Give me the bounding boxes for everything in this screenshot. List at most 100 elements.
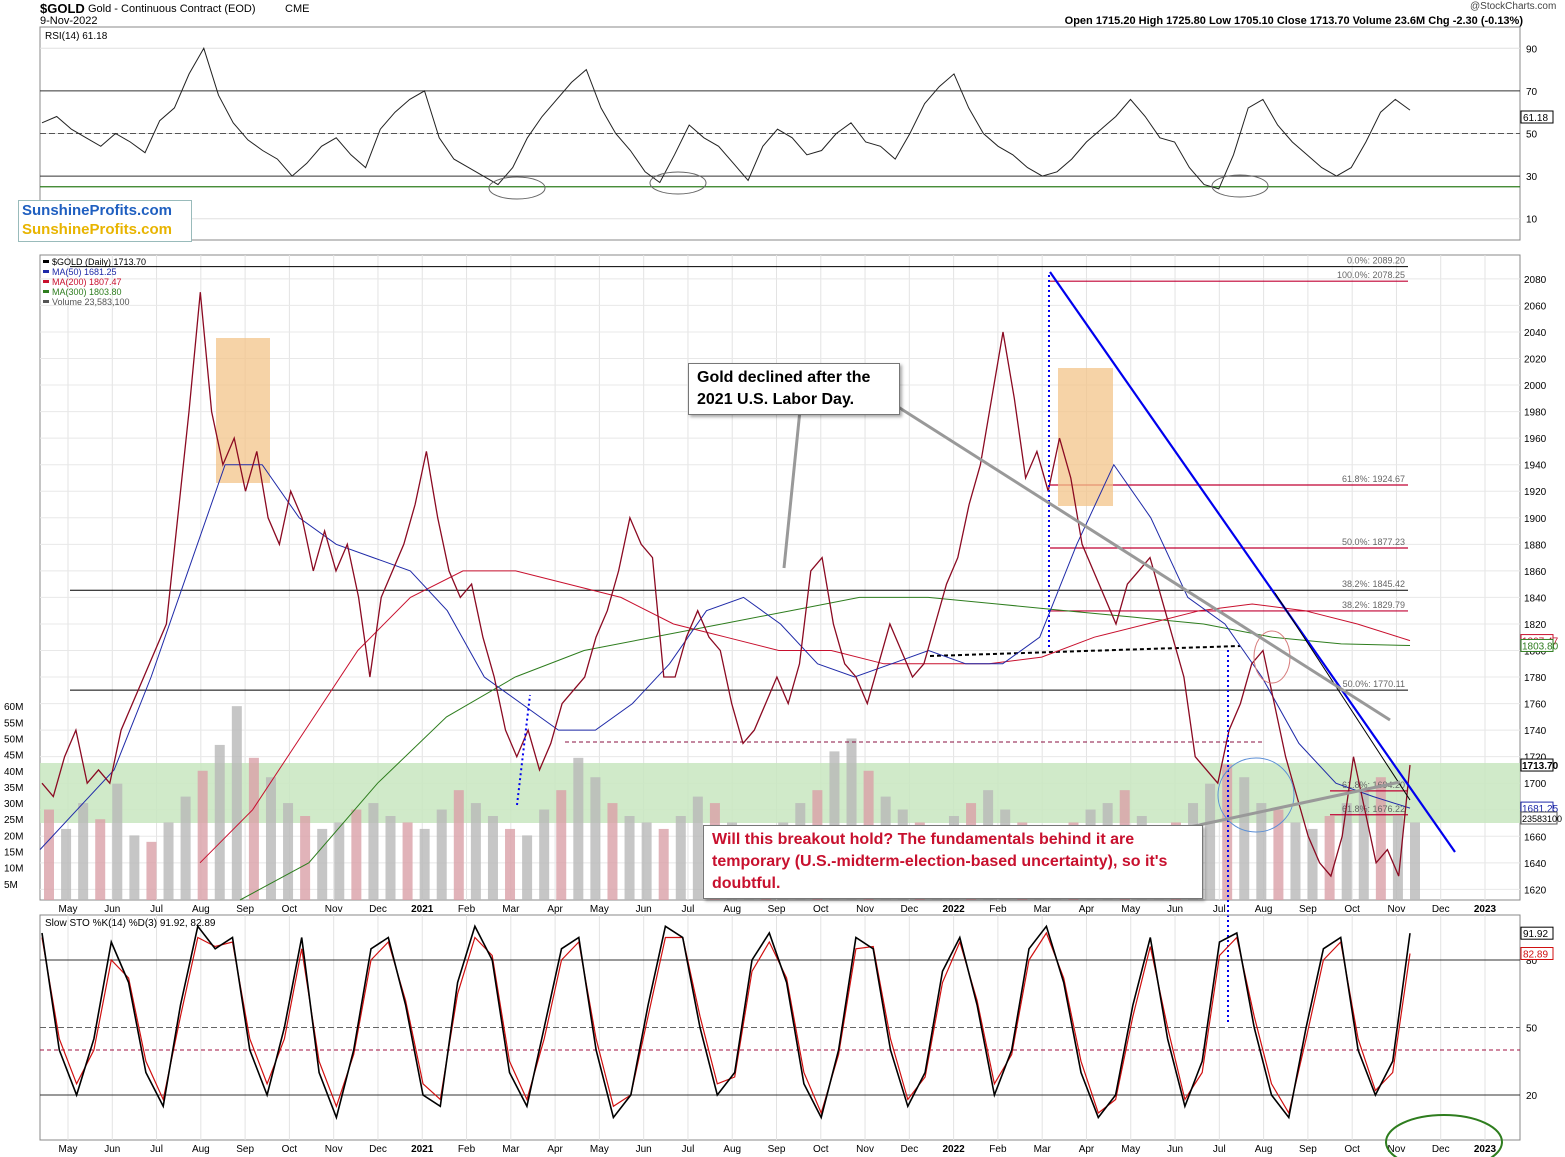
price-tick-label: 1840: [1524, 593, 1547, 604]
volume-bar: [231, 706, 242, 900]
sto-month-label: Nov: [1388, 1144, 1406, 1155]
volume-bar: [522, 835, 533, 900]
legend-swatch: [43, 290, 49, 293]
volume-tick-label: 20M: [4, 831, 23, 842]
ohlc-readout: Open 1715.20 High 1725.80 Low 1705.10 Cl…: [1064, 15, 1523, 27]
right-value-box: [1520, 758, 1554, 772]
price-month-label: Aug: [723, 904, 741, 915]
volume-tick-label: 35M: [4, 783, 23, 794]
volume-tick-label: 45M: [4, 751, 23, 762]
price-month-label: Nov: [325, 904, 343, 915]
fib-label: 61.8%: 1694.20: [1342, 780, 1405, 790]
price-tick-label: 2000: [1524, 381, 1547, 392]
price-month-label: Aug: [1255, 904, 1273, 915]
volume-bar: [44, 809, 54, 900]
volume-bar: [436, 809, 447, 900]
volume-bar: [197, 770, 208, 900]
volume-bar: [607, 803, 618, 900]
volume-bar: [317, 828, 328, 900]
callout-pointer: [894, 403, 1391, 722]
rsi-oversold-circle: [488, 176, 546, 200]
dotted-rally: [516, 694, 531, 806]
price-month-label: Feb: [458, 904, 476, 915]
labor-day-callout: Gold declined after the 2021 U.S. Labor …: [688, 363, 900, 415]
price-month-label: Jun: [1167, 904, 1183, 915]
fib-label: 61.8%: 1924.67: [1342, 474, 1405, 484]
sto-month-label: Mar: [502, 1144, 520, 1155]
stochastic-panel: May Jun Jul Aug Sep Oct Nov Dec 2021 Feb Mar Apr May…: [39, 914, 1554, 1157]
volume-bar: [61, 828, 72, 900]
support-zone: [40, 763, 1520, 823]
exchange-label: CME: [285, 3, 310, 15]
price-tick-label: 2080: [1524, 275, 1547, 286]
volume-bar: [487, 816, 498, 900]
volume-bar: [624, 816, 635, 900]
volume-bar: [1358, 790, 1369, 900]
volume-bar: [402, 822, 413, 900]
price-month-label: Dec: [1432, 904, 1450, 915]
sto-month-label: Aug: [192, 1144, 210, 1155]
price-month-label: 2021: [411, 904, 434, 915]
legend-swatch: [43, 300, 49, 303]
sto-month-label: 2023: [1474, 1144, 1497, 1155]
price-month-label: Nov: [1388, 904, 1406, 915]
rsi-oversold-circle: [1211, 174, 1269, 198]
rsi-title: RSI(14) 61.18: [45, 31, 108, 42]
price-tick-label: 1640: [1524, 859, 1547, 870]
volume-bar: [1324, 816, 1335, 900]
volume-tick-label: 60M: [4, 702, 23, 713]
price-month-label: Feb: [989, 904, 1007, 915]
volume-tick-label: 55M: [4, 718, 23, 729]
sto-month-label: Oct: [282, 1144, 298, 1155]
legend-entry: Volume 23,583,100: [52, 297, 130, 307]
volume-tick-label: 5M: [4, 880, 18, 891]
fib-label: 50.0%: 1877.23: [1342, 537, 1405, 547]
sto-month-label: Apr: [547, 1144, 563, 1155]
chart-date: 9-Nov-2022: [40, 15, 98, 27]
volume-bar: [214, 744, 225, 900]
volume-bar: [453, 790, 464, 900]
highlight-circle: [1385, 1114, 1503, 1157]
sto-month-label: Nov: [856, 1144, 874, 1155]
price-month-label: Nov: [856, 904, 874, 915]
volume-bar: [283, 803, 294, 900]
price-month-label: Oct: [282, 904, 298, 915]
sto-month-label: Dec: [1432, 1144, 1450, 1155]
highlight-circle: [1253, 630, 1291, 684]
price-tick-label: 1780: [1524, 673, 1547, 684]
volume-bar: [539, 809, 550, 900]
volume-bar: [1222, 764, 1233, 900]
volume-bar: [641, 822, 652, 900]
volume-tick-label: 50M: [4, 734, 23, 745]
price-tick-label: 1940: [1524, 461, 1547, 472]
volume-bar: [146, 841, 157, 900]
sto-month-label: Nov: [325, 1144, 343, 1155]
price-month-label: Dec: [900, 904, 918, 915]
sto-tick-label: 20: [1526, 1091, 1538, 1102]
sto-title: Slow STO %K(14) %D(3) 91.92, 82.89: [45, 918, 216, 929]
sto-month-label: Oct: [1344, 1144, 1360, 1155]
sto-month-label: Feb: [458, 1144, 476, 1155]
legend-swatch: [43, 260, 49, 263]
price-month-label: Jul: [150, 904, 163, 915]
highlight-circle: [1217, 757, 1295, 833]
volume-bar: [556, 790, 567, 900]
volume-bar: [692, 796, 703, 900]
sto-month-label: Aug: [723, 1144, 741, 1155]
sto-month-label: Jun: [104, 1144, 120, 1155]
sto-month-label: Jul: [150, 1144, 163, 1155]
rsi-last-box: [1520, 110, 1554, 124]
volume-bar: [590, 777, 601, 900]
sto-k-line: [41, 924, 1411, 1121]
rsi-line: [41, 47, 1411, 190]
volume-bar: [846, 738, 857, 900]
price-tick-label: 1760: [1524, 700, 1547, 711]
volume-bar: [248, 757, 259, 900]
volume-bar: [1375, 777, 1386, 900]
volume-bar: [1341, 803, 1352, 900]
volume-tick-label: 40M: [4, 767, 23, 778]
price-month-label: Oct: [1344, 904, 1360, 915]
volume-bar: [180, 796, 191, 900]
fib-label: 100.0%: 2078.25: [1337, 270, 1405, 280]
price-month-label: May: [590, 904, 609, 915]
